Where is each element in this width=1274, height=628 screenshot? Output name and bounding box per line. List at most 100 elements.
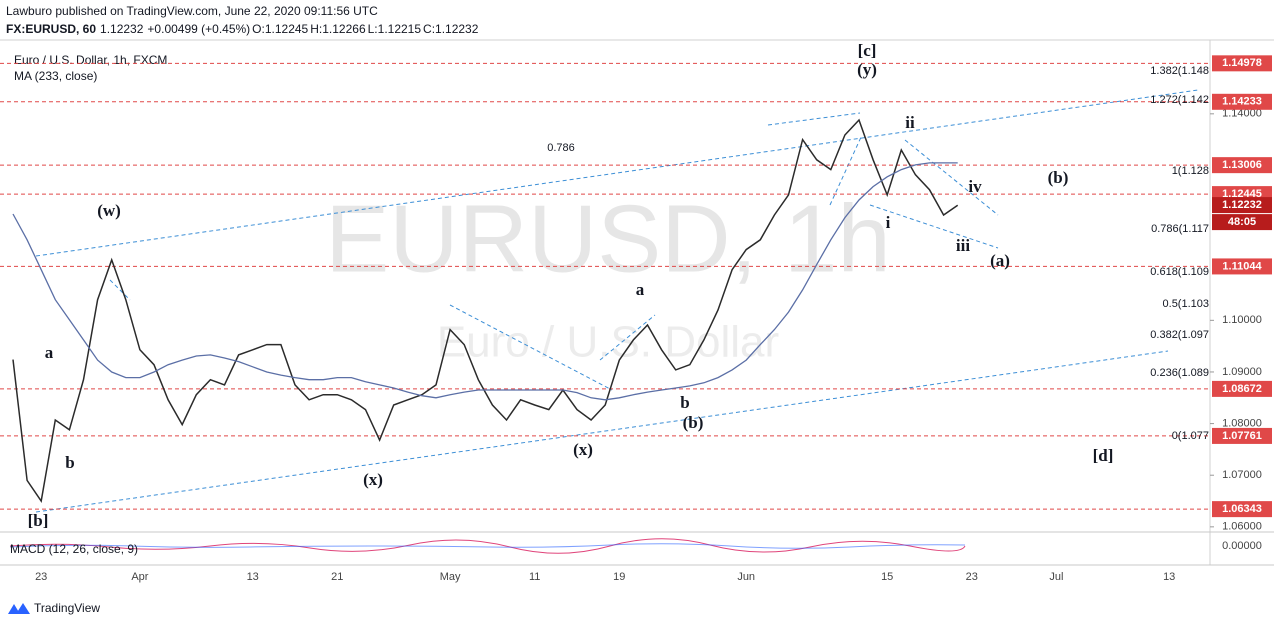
fib-label: 0.5(1.103 bbox=[1163, 298, 1209, 310]
fib-label: 0.236(1.089 bbox=[1150, 367, 1209, 379]
y-tick-label: 1.09000 bbox=[1222, 366, 1262, 378]
x-tick-label: Apr bbox=[131, 571, 148, 583]
y-tick-label: 1.08000 bbox=[1222, 417, 1262, 429]
level-label: 1.08672 bbox=[1222, 383, 1262, 395]
x-tick-label: 13 bbox=[247, 571, 259, 583]
macd-value: 0.00000 bbox=[1222, 540, 1262, 552]
x-tick-label: Jun bbox=[737, 571, 755, 583]
fib-label: 1.272(1.142 bbox=[1150, 94, 1209, 106]
fib-label: 0(1.077 bbox=[1172, 430, 1209, 442]
header-text: O: bbox=[252, 22, 265, 36]
legend-symbol: Euro / U.S. Dollar, 1h, FXCM bbox=[14, 53, 167, 67]
symbol-line: FX:EURUSD, 60 1.12232 +0.00499 (+0.45%) O: 1… bbox=[6, 22, 479, 36]
macd-line bbox=[9, 538, 966, 554]
macd-signal bbox=[9, 543, 966, 549]
wave-label: 0.786 bbox=[547, 142, 575, 154]
header-text: 1.12232 bbox=[435, 22, 479, 36]
watermark-symbol: EURUSD, 1h bbox=[325, 185, 891, 292]
x-tick-label: 23 bbox=[35, 571, 47, 583]
trendline bbox=[449, 304, 613, 391]
level-label: 1.14233 bbox=[1222, 96, 1262, 108]
level-box bbox=[1212, 258, 1272, 275]
wave-label: [b] bbox=[28, 511, 49, 530]
y-tick-label: 1.10000 bbox=[1222, 314, 1262, 326]
wave-label: (b) bbox=[1048, 168, 1069, 187]
header-text: 1.12215 bbox=[378, 22, 422, 36]
trendlines bbox=[35, 89, 1199, 513]
macd-label: MACD (12, 26, close, 9) bbox=[10, 542, 138, 556]
header-text: FX:EURUSD, 60 bbox=[6, 22, 96, 36]
header-text: L: bbox=[368, 22, 378, 36]
trendline bbox=[35, 350, 1169, 513]
level-box bbox=[1212, 380, 1272, 397]
y-tick-label: 1.07000 bbox=[1222, 469, 1262, 481]
trendline bbox=[109, 279, 131, 301]
level-box bbox=[1212, 93, 1272, 110]
watermark-name: Euro / U.S. Dollar bbox=[437, 318, 779, 367]
fib-label: 1.382(1.148 bbox=[1150, 65, 1209, 77]
footer[interactable]: TradingView bbox=[8, 601, 100, 615]
last-price-box bbox=[1212, 197, 1272, 214]
byline: Lawburo published on TradingView.com, Ju… bbox=[6, 4, 378, 18]
wave-label: (x) bbox=[363, 470, 383, 489]
header-text: 1.12232 bbox=[100, 22, 144, 36]
watermark: EURUSD, 1h Euro / U.S. Dollar bbox=[325, 185, 891, 366]
wave-label: a bbox=[45, 343, 54, 362]
ma-line bbox=[12, 162, 958, 401]
x-tick-label: 23 bbox=[966, 571, 978, 583]
level-box bbox=[1212, 157, 1272, 174]
wave-label: [c] bbox=[858, 41, 877, 60]
x-tick-label: May bbox=[440, 571, 461, 583]
level-label: 1.06343 bbox=[1222, 503, 1262, 515]
trendline bbox=[599, 314, 656, 361]
y-tick-label: 1.14000 bbox=[1222, 108, 1262, 120]
wave-label: (x) bbox=[573, 440, 593, 459]
wave-label: i bbox=[886, 213, 891, 232]
level-box bbox=[1212, 55, 1272, 72]
level-box bbox=[1212, 501, 1272, 518]
x-tick-label: Jul bbox=[1049, 571, 1063, 583]
x-tick-label: 21 bbox=[331, 571, 343, 583]
wave-label: [d] bbox=[1093, 446, 1114, 465]
fib-label: 1(1.128 bbox=[1172, 165, 1209, 177]
level-label: 1.14978 bbox=[1222, 57, 1262, 69]
wave-label: b bbox=[680, 393, 689, 412]
header-text: H: bbox=[310, 22, 322, 36]
trendline bbox=[829, 134, 863, 206]
y-tick-label: 1.06000 bbox=[1222, 521, 1262, 533]
level-label: 1.11044 bbox=[1222, 260, 1262, 272]
header-text: +0.00499 (+0.45%) bbox=[147, 22, 250, 36]
wave-label: ii bbox=[905, 113, 915, 132]
countdown-box bbox=[1212, 214, 1272, 231]
trendline bbox=[869, 204, 999, 249]
level-label: 1.07761 bbox=[1222, 430, 1262, 442]
x-tick-label: 19 bbox=[613, 571, 625, 583]
wave-label: (b) bbox=[683, 413, 704, 432]
fib-label: 0.618(1.109 bbox=[1150, 266, 1209, 278]
header-text: 1.12245 bbox=[265, 22, 309, 36]
x-tick-label: 15 bbox=[881, 571, 893, 583]
level-box bbox=[1212, 427, 1272, 444]
countdown: 48:05 bbox=[1228, 216, 1256, 228]
wave-label: a bbox=[636, 280, 645, 299]
fib-label: 0.786(1.117 bbox=[1151, 223, 1209, 235]
price-line bbox=[12, 118, 959, 503]
trendline bbox=[767, 112, 861, 126]
wave-label: (w) bbox=[97, 201, 121, 220]
legend-ma: MA (233, close) bbox=[14, 69, 97, 83]
header-text: 1.12266 bbox=[322, 22, 366, 36]
last-price: 1.12232 bbox=[1222, 199, 1262, 211]
header-text: C: bbox=[423, 22, 435, 36]
trendline bbox=[904, 139, 999, 216]
brand[interactable]: TradingView bbox=[34, 601, 100, 615]
wave-label: (y) bbox=[857, 60, 877, 79]
wave-label: (a) bbox=[990, 251, 1010, 270]
wave-label: b bbox=[65, 453, 74, 472]
fib-label: 0.382(1.097 bbox=[1150, 329, 1209, 341]
level-label: 1.13006 bbox=[1222, 159, 1262, 171]
level-label: 1.12445 bbox=[1222, 188, 1262, 200]
x-tick-label: 11 bbox=[529, 571, 540, 583]
x-tick-label: 13 bbox=[1163, 571, 1175, 583]
wave-label: iii bbox=[956, 236, 970, 255]
